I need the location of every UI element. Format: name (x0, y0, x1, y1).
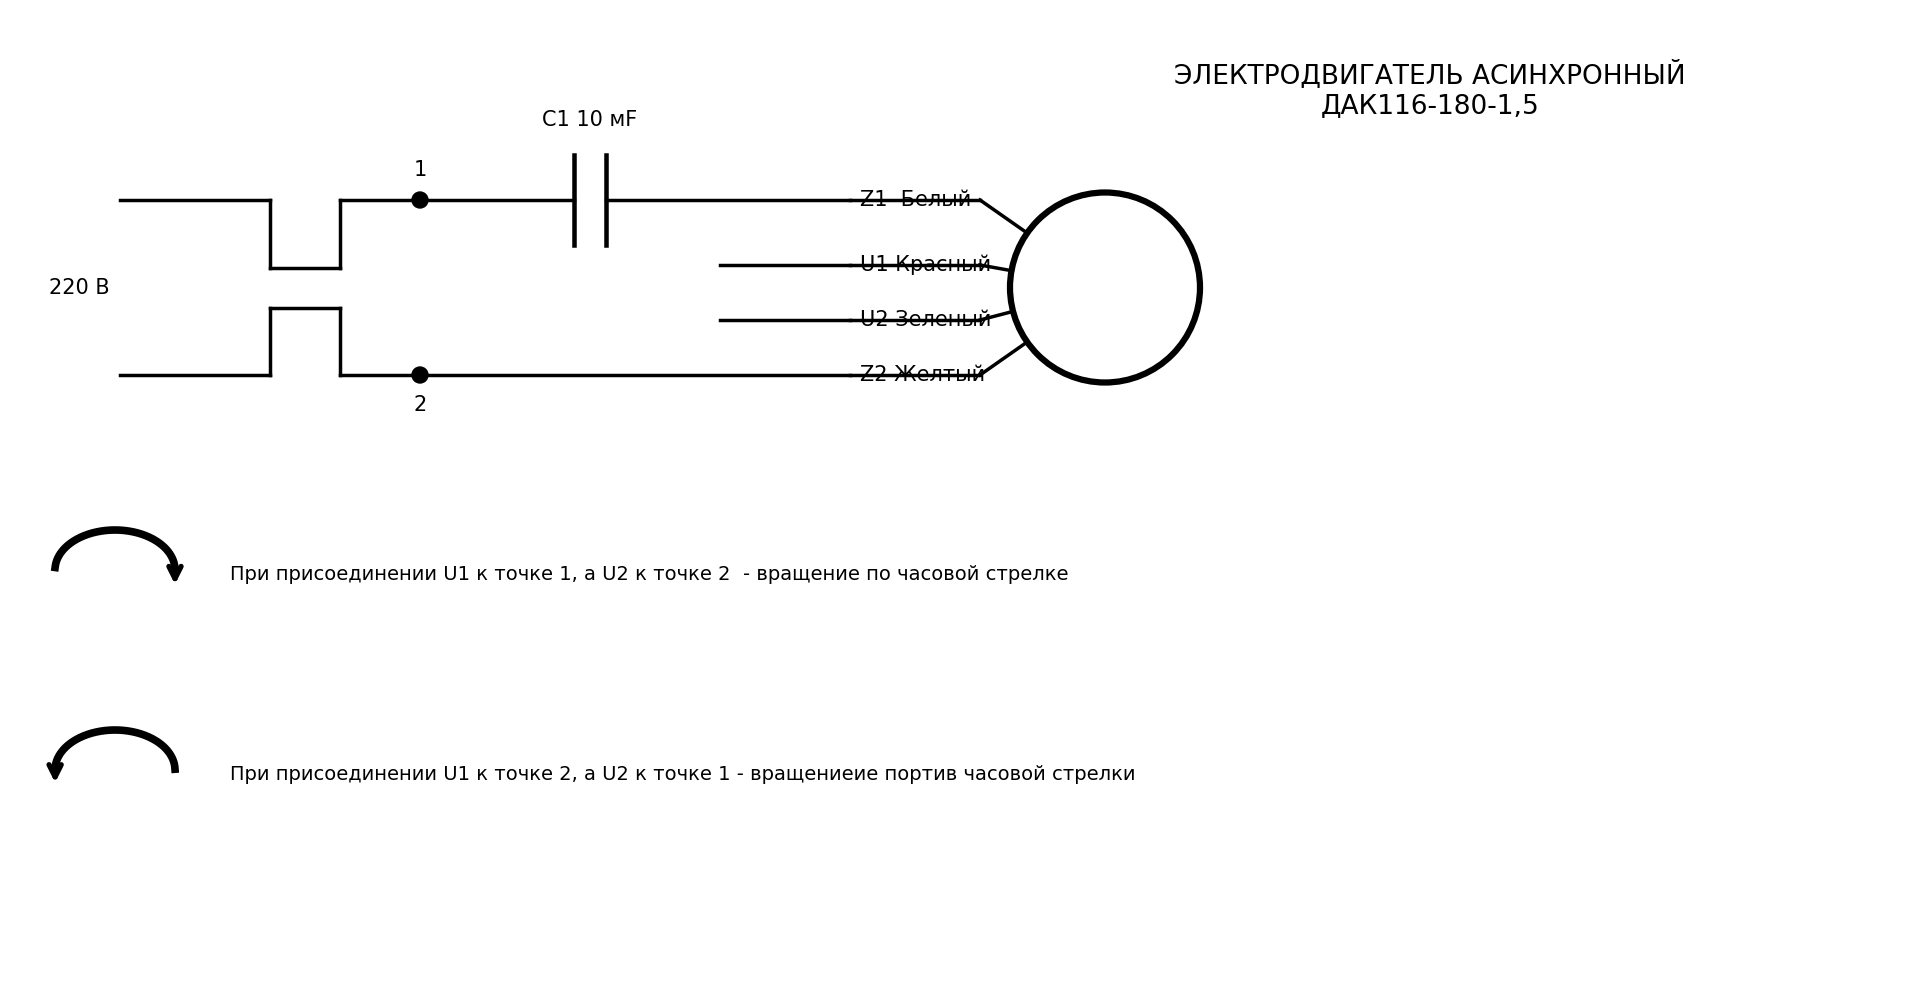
Text: C1 10 мF: C1 10 мF (541, 110, 637, 130)
Text: U1 Красный: U1 Красный (860, 254, 991, 275)
Circle shape (413, 192, 428, 208)
Text: Z2 Желтый: Z2 Желтый (860, 365, 985, 385)
Text: Z1  Белый: Z1 Белый (860, 190, 972, 210)
Text: 2: 2 (413, 395, 426, 415)
Text: При присоединении U1 к точке 1, а U2 к точке 2  - вращение по часовой стрелке: При присоединении U1 к точке 1, а U2 к т… (230, 566, 1069, 585)
Circle shape (413, 367, 428, 383)
Text: U2 Зеленый: U2 Зеленый (860, 310, 991, 330)
Text: При присоединении U1 к точке 2, а U2 к точке 1 - вращениеие портив часовой стрел: При присоединении U1 к точке 2, а U2 к т… (230, 765, 1135, 785)
Text: ЭЛЕКТРОДВИГАТЕЛЬ АСИНХРОННЫЙ
ДАК116-180-1,5: ЭЛЕКТРОДВИГАТЕЛЬ АСИНХРОННЫЙ ДАК116-180-… (1175, 60, 1686, 119)
Text: 220 В: 220 В (50, 277, 109, 298)
Text: 1: 1 (413, 160, 426, 180)
